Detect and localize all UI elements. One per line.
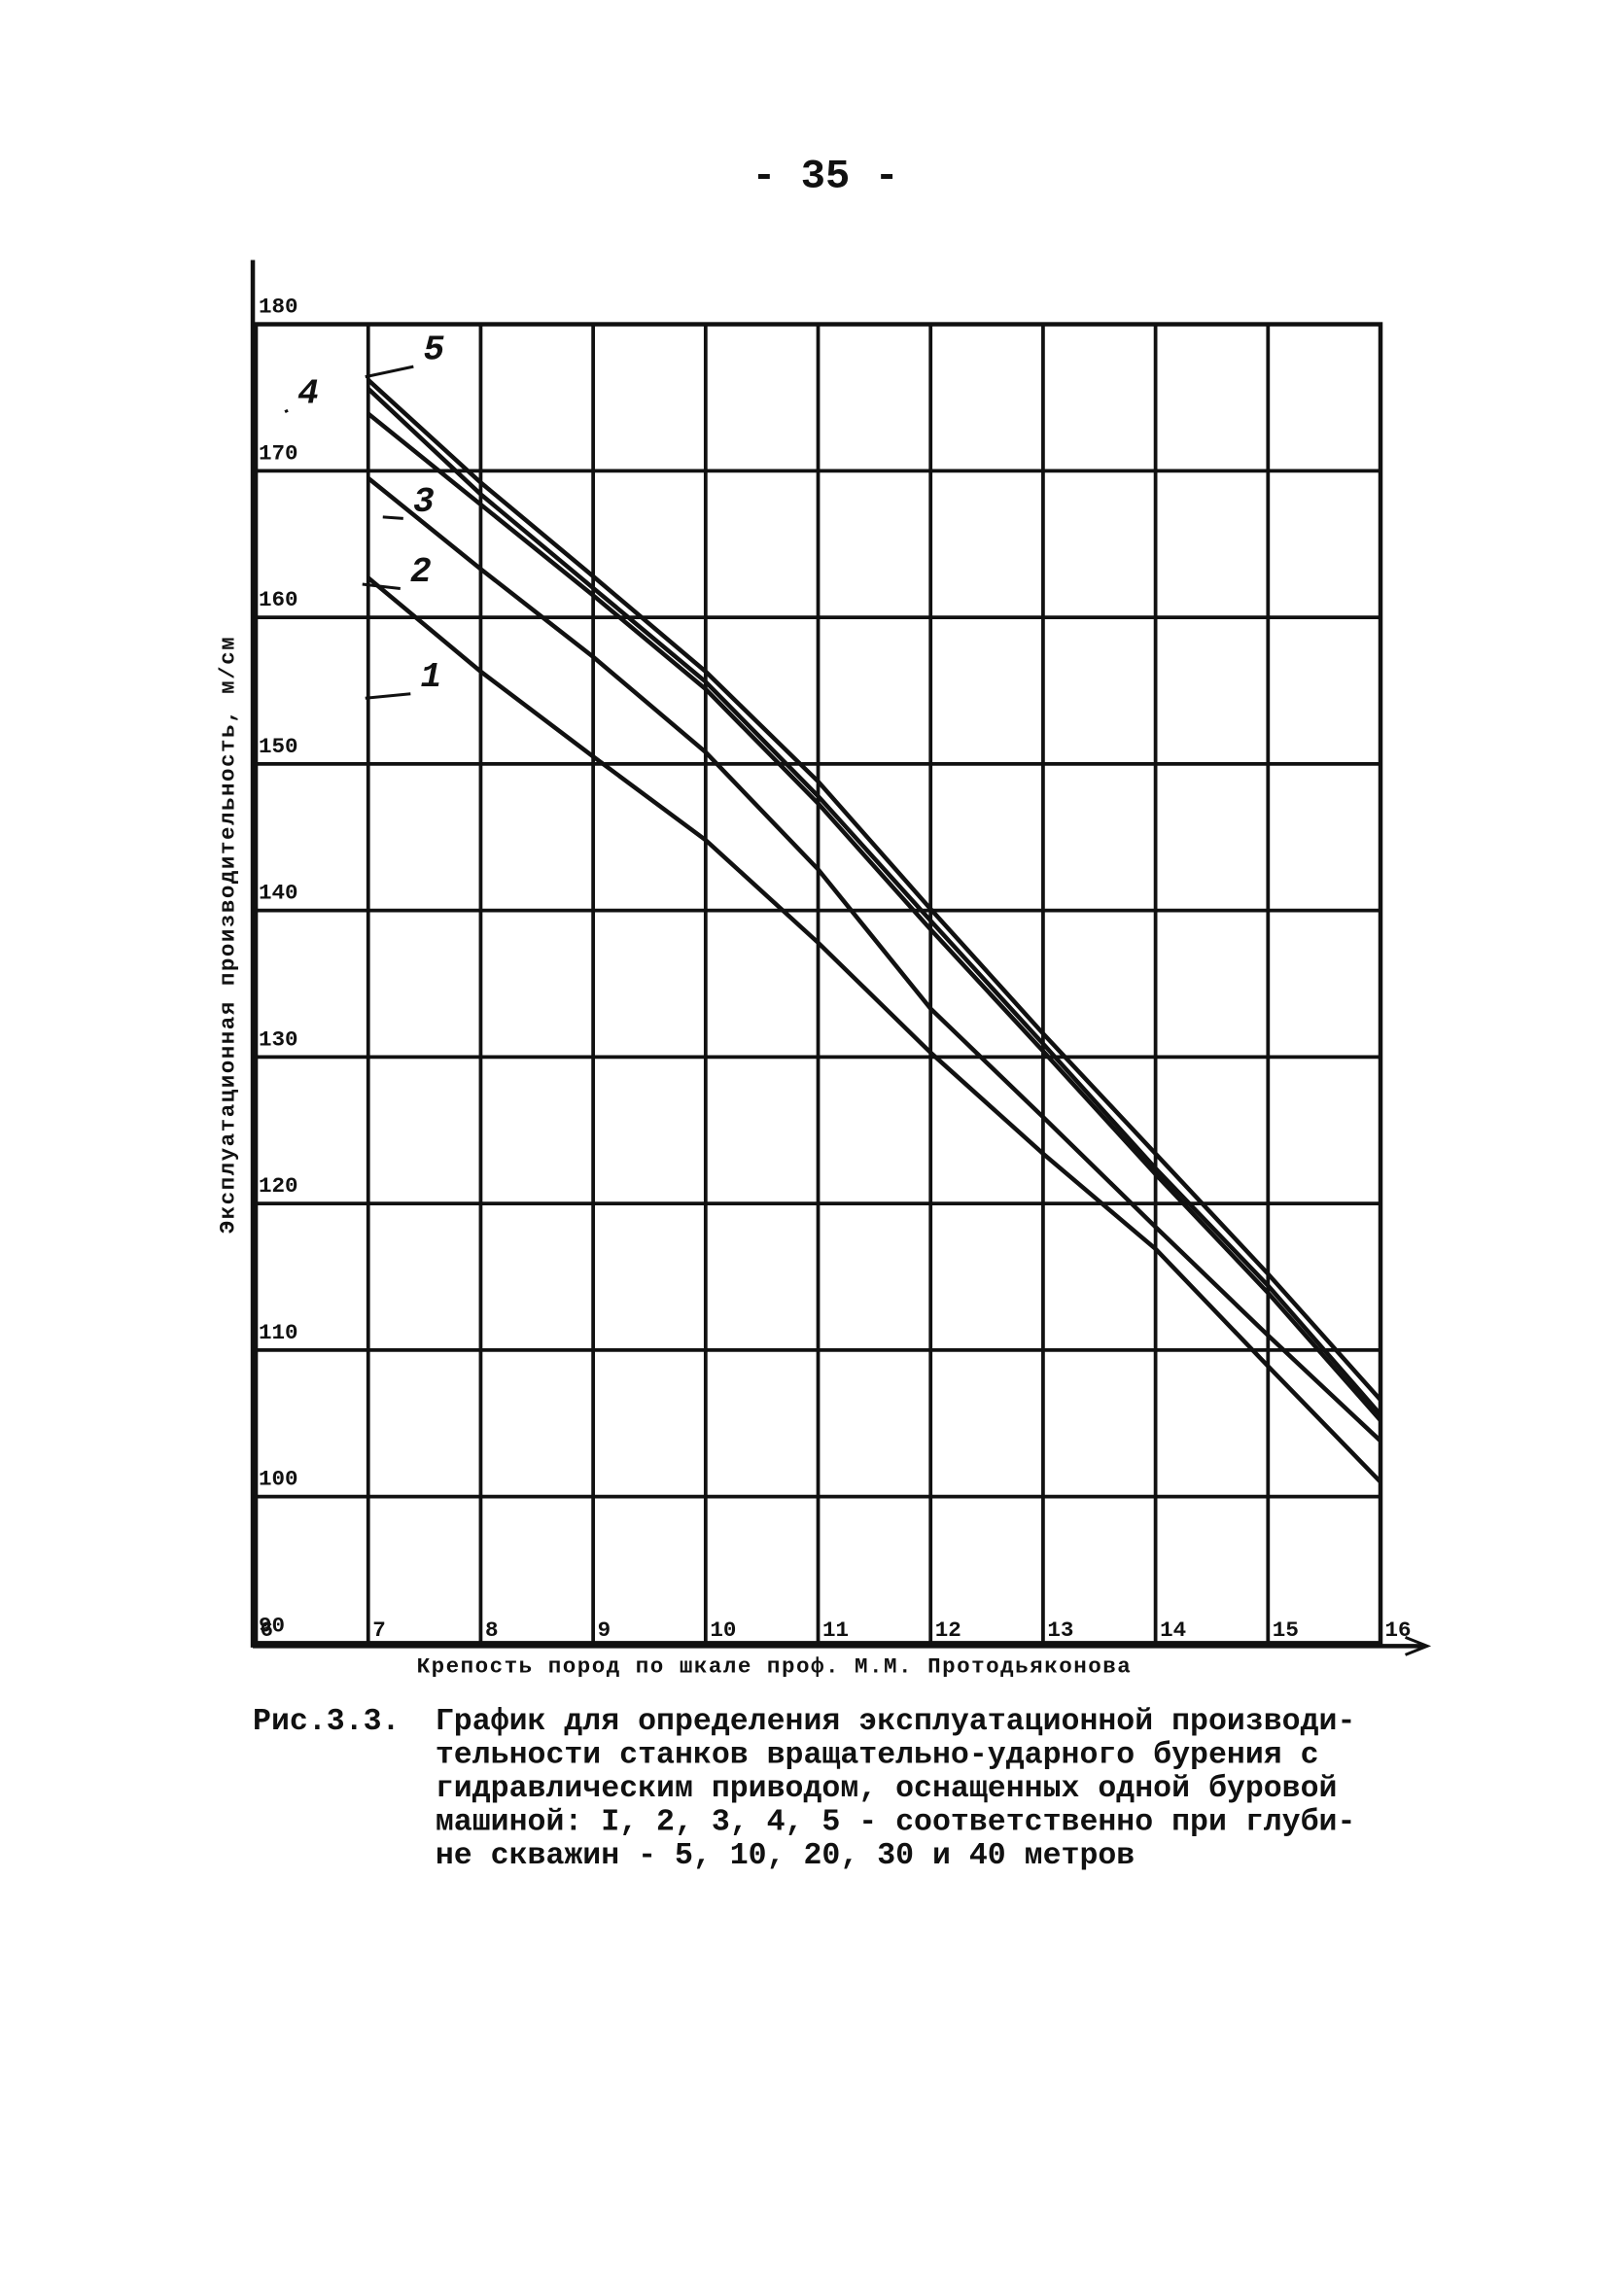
label-leader xyxy=(284,408,289,414)
series-label: 3 xyxy=(413,482,435,522)
x-tick-label: 9 xyxy=(598,1618,611,1643)
x-tick-label: 14 xyxy=(1160,1618,1186,1643)
y-tick-label: 140 xyxy=(259,881,298,906)
series-label: 2 xyxy=(410,552,432,592)
y-tick-label: 120 xyxy=(259,1173,298,1199)
label-leader xyxy=(362,582,401,591)
x-tick-label: 8 xyxy=(485,1618,499,1643)
series-label: 1 xyxy=(421,657,442,697)
y-tick-label: 130 xyxy=(259,1026,298,1052)
x-tick-label: 6 xyxy=(261,1618,274,1643)
x-tick-label: 15 xyxy=(1273,1618,1299,1643)
line-series xyxy=(367,411,1382,1422)
line-series xyxy=(367,575,1382,1484)
caption-line: не скважин - 5, 10, 20, 30 и 40 метров xyxy=(436,1839,1135,1873)
caption-line: гидравлическим приводом, оснащенных одно… xyxy=(436,1772,1338,1806)
x-tick-label: 16 xyxy=(1385,1618,1412,1643)
y-axis-label: Эксплуатационная производительность, м/с… xyxy=(216,636,241,1235)
label-leader xyxy=(365,692,411,700)
line-series xyxy=(367,476,1382,1443)
y-tick-label: 90 xyxy=(259,1613,285,1638)
caption-line: машиной: I, 2, 3, 4, 5 - соответственно … xyxy=(436,1806,1356,1840)
y-tick-label: 170 xyxy=(259,440,298,466)
y-tick-label: 160 xyxy=(259,587,298,612)
caption-line: тельности станков вращательно-ударного б… xyxy=(436,1739,1319,1773)
line-series xyxy=(367,387,1382,1416)
y-tick-label: 110 xyxy=(259,1320,298,1345)
label-leader xyxy=(382,515,403,520)
x-tick-label: 13 xyxy=(1047,1618,1073,1643)
x-tick-label: 12 xyxy=(935,1618,961,1643)
x-tick-label: 10 xyxy=(710,1618,736,1643)
caption-line: График для определения эксплуатационной … xyxy=(436,1705,1356,1739)
x-axis-arrow xyxy=(1404,1635,1432,1656)
y-tick-label: 100 xyxy=(259,1467,298,1492)
x-tick-label: 7 xyxy=(372,1618,386,1643)
plot-frame xyxy=(253,322,1383,1646)
x-tick-label: 11 xyxy=(822,1618,849,1643)
series-label: 5 xyxy=(424,330,445,370)
y-tick-label: 180 xyxy=(259,295,298,320)
series-label: 4 xyxy=(297,374,319,414)
page-number: - 35 - xyxy=(751,153,898,199)
y-tick-label: 150 xyxy=(259,734,298,759)
x-axis-label: Крепость пород по шкале проф. М.М. Прото… xyxy=(417,1653,1133,1679)
label-leader xyxy=(365,365,414,379)
caption-label: Рис.3.3. xyxy=(253,1705,400,1739)
line-series xyxy=(367,378,1382,1402)
